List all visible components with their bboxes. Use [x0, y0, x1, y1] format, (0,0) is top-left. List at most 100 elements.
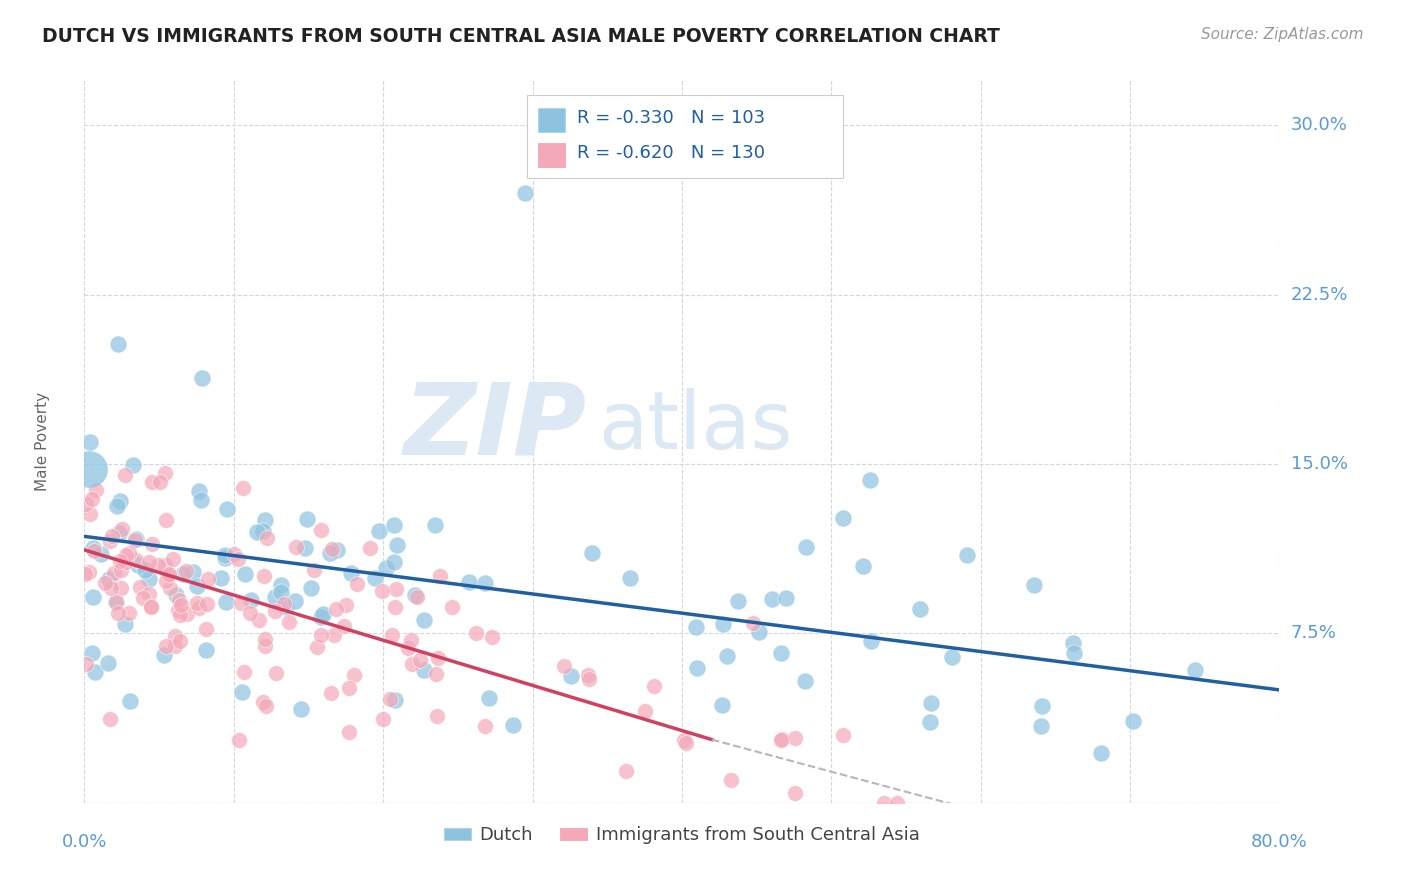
Point: [375, 560, 398, 574]
Point: [720, 772, 742, 787]
Point: [232, 481, 254, 495]
Point: [94, 576, 117, 591]
Point: [794, 541, 817, 555]
Point: [195, 598, 218, 612]
Point: [124, 533, 146, 548]
Text: 15.0%: 15.0%: [1291, 455, 1347, 473]
Point: [157, 566, 180, 581]
Point: [576, 668, 599, 682]
Point: [458, 575, 481, 590]
Point: [155, 558, 177, 572]
Point: [153, 648, 176, 663]
Point: [169, 633, 191, 648]
Point: [239, 593, 262, 607]
Text: 80.0%: 80.0%: [1251, 833, 1308, 851]
Point: [141, 475, 163, 490]
Point: [785, 786, 807, 800]
Point: [385, 582, 408, 596]
Point: [187, 484, 209, 499]
Point: [110, 554, 132, 568]
Point: [783, 731, 806, 746]
Point: [614, 764, 637, 779]
Point: [148, 558, 170, 573]
Point: [153, 466, 176, 480]
Point: [793, 673, 815, 688]
Point: [633, 704, 655, 718]
Point: [124, 532, 146, 546]
Point: [186, 596, 208, 610]
Point: [107, 526, 129, 541]
Point: [252, 695, 274, 709]
Point: [270, 585, 292, 599]
Point: [742, 615, 765, 630]
Point: [956, 548, 979, 562]
Point: [181, 565, 204, 579]
Point: [413, 663, 436, 677]
Point: [761, 592, 783, 607]
Point: [120, 694, 142, 708]
Point: [1029, 719, 1052, 733]
Point: [748, 624, 770, 639]
Point: [474, 719, 496, 733]
Point: [427, 650, 450, 665]
Point: [396, 641, 419, 656]
Point: [108, 494, 131, 508]
Point: [263, 603, 285, 617]
Point: [233, 566, 256, 581]
Point: [290, 701, 312, 715]
Point: [169, 607, 191, 622]
Point: [111, 522, 134, 536]
Point: [229, 596, 252, 610]
Point: [228, 732, 250, 747]
Point: [77, 461, 100, 475]
Point: [129, 580, 152, 594]
Point: [302, 563, 325, 577]
Text: R = -0.330   N = 103: R = -0.330 N = 103: [576, 109, 765, 127]
Point: [226, 552, 249, 566]
Point: [238, 606, 260, 620]
Point: [125, 552, 148, 566]
Point: [401, 657, 423, 672]
Point: [90, 547, 112, 561]
Point: [297, 512, 319, 526]
Point: [215, 502, 238, 516]
Point: [409, 653, 432, 667]
Point: [832, 727, 855, 741]
Point: [643, 679, 665, 693]
Point: [429, 568, 451, 582]
Point: [100, 581, 122, 595]
FancyBboxPatch shape: [538, 109, 565, 132]
Point: [97, 657, 120, 671]
Point: [464, 626, 486, 640]
Text: Source: ZipAtlas.com: Source: ZipAtlas.com: [1201, 27, 1364, 42]
Point: [441, 599, 464, 614]
Point: [77, 565, 100, 579]
Point: [114, 617, 136, 632]
Point: [406, 590, 429, 604]
Point: [83, 543, 105, 558]
Point: [481, 630, 503, 644]
Point: [84, 483, 107, 497]
FancyBboxPatch shape: [527, 95, 844, 178]
Point: [727, 593, 749, 607]
Point: [581, 546, 603, 560]
Point: [115, 548, 138, 562]
Point: [1031, 698, 1053, 713]
Point: [859, 473, 882, 487]
Point: [84, 665, 107, 679]
Point: [711, 616, 734, 631]
Point: [110, 581, 132, 595]
Point: [382, 517, 405, 532]
Point: [107, 606, 129, 620]
Point: [294, 541, 316, 555]
Point: [155, 639, 177, 653]
Point: [399, 632, 422, 647]
Point: [170, 598, 193, 612]
Point: [831, 511, 853, 525]
Point: [335, 598, 357, 612]
Point: [214, 551, 236, 566]
Point: [1184, 664, 1206, 678]
Point: [307, 640, 329, 654]
Point: [174, 564, 197, 578]
Point: [312, 607, 335, 621]
